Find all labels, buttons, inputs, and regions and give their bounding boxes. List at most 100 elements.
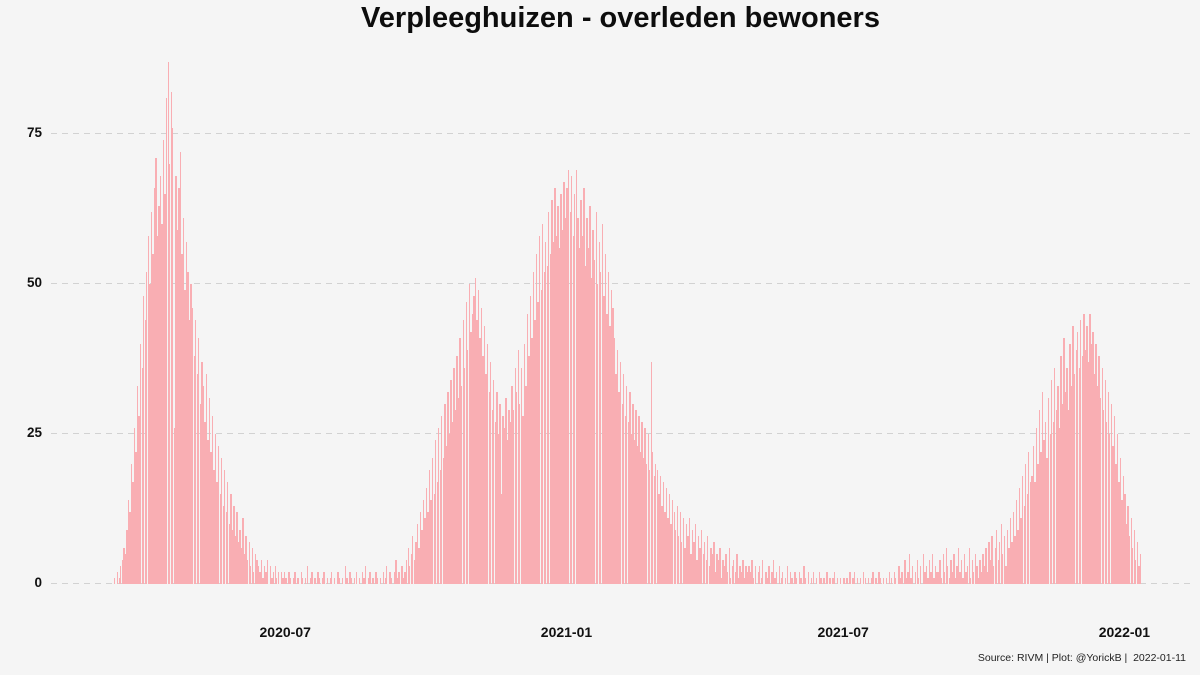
bar	[780, 578, 782, 584]
bar	[933, 578, 935, 584]
bar	[636, 446, 639, 584]
bar	[311, 572, 313, 584]
bar	[985, 548, 987, 584]
bar	[667, 518, 669, 584]
x-axis-tick-label: 2021-07	[817, 624, 869, 640]
bar	[659, 476, 662, 584]
bar	[655, 464, 657, 584]
bar	[739, 566, 741, 584]
bar	[568, 170, 570, 584]
bar	[477, 290, 480, 584]
bar	[905, 578, 908, 584]
bar	[864, 578, 866, 584]
bar	[948, 578, 950, 584]
bar	[156, 236, 159, 584]
bar	[1043, 440, 1045, 584]
bar	[337, 572, 339, 584]
bar	[461, 386, 463, 584]
bar	[1044, 422, 1047, 584]
bar	[571, 176, 573, 584]
bar	[601, 224, 603, 584]
bar	[338, 578, 341, 584]
bar	[1095, 344, 1097, 584]
bar	[966, 566, 969, 584]
bar	[363, 578, 365, 584]
bar	[641, 422, 643, 584]
bar	[314, 578, 316, 584]
bar	[346, 578, 348, 584]
bar	[306, 566, 308, 584]
bar	[509, 422, 512, 584]
bar	[644, 428, 646, 584]
bar	[285, 578, 287, 584]
bar	[771, 572, 773, 584]
bar	[326, 578, 328, 584]
bar	[247, 560, 249, 584]
bar	[146, 272, 148, 584]
bar	[936, 572, 938, 584]
bar	[245, 536, 247, 584]
bar	[675, 530, 677, 584]
bar	[1124, 494, 1126, 584]
bar	[1086, 326, 1088, 584]
bar	[221, 458, 223, 584]
bar	[1058, 428, 1061, 584]
bar	[635, 410, 637, 584]
bar	[114, 578, 116, 584]
bar	[413, 560, 415, 584]
x-axis-tick-label: 2021-01	[540, 624, 593, 640]
bar	[1048, 398, 1050, 584]
bar	[624, 416, 626, 584]
bar	[919, 566, 921, 584]
bar	[402, 578, 405, 584]
bar	[520, 368, 522, 584]
bar	[688, 518, 691, 584]
bar	[459, 338, 461, 584]
bar	[778, 566, 781, 584]
bar	[945, 548, 947, 584]
bar	[939, 560, 941, 584]
bar	[1054, 368, 1056, 584]
bar	[1077, 332, 1079, 584]
bar	[483, 326, 486, 584]
bar	[650, 362, 652, 584]
bar	[560, 194, 562, 584]
bar	[748, 566, 750, 584]
bar	[639, 452, 642, 584]
bar	[1122, 476, 1125, 584]
bar	[175, 176, 177, 584]
bar	[931, 554, 934, 584]
bar	[412, 536, 414, 584]
bar	[577, 218, 579, 584]
bar	[141, 368, 143, 584]
bar	[228, 524, 230, 584]
bar	[441, 416, 443, 584]
bar	[224, 470, 226, 584]
bar	[652, 452, 654, 584]
bar	[996, 530, 998, 584]
bar	[302, 578, 304, 584]
bar	[473, 296, 475, 584]
bar	[928, 560, 931, 584]
bar	[214, 434, 217, 584]
bar	[791, 578, 793, 584]
bar	[516, 392, 518, 584]
bar	[202, 386, 205, 584]
bar	[230, 494, 232, 584]
bar	[341, 578, 344, 584]
bar	[415, 542, 417, 584]
bar	[1081, 356, 1083, 584]
bar	[1103, 410, 1105, 584]
bar	[867, 578, 869, 584]
bar	[294, 572, 296, 584]
bar	[942, 554, 944, 584]
bar	[528, 356, 530, 584]
bar	[1080, 320, 1082, 584]
bar	[257, 566, 260, 584]
bar	[535, 254, 538, 584]
bar	[551, 200, 553, 584]
bar	[699, 548, 701, 584]
bar	[1075, 350, 1077, 584]
bar	[613, 338, 616, 584]
bar	[490, 362, 492, 584]
